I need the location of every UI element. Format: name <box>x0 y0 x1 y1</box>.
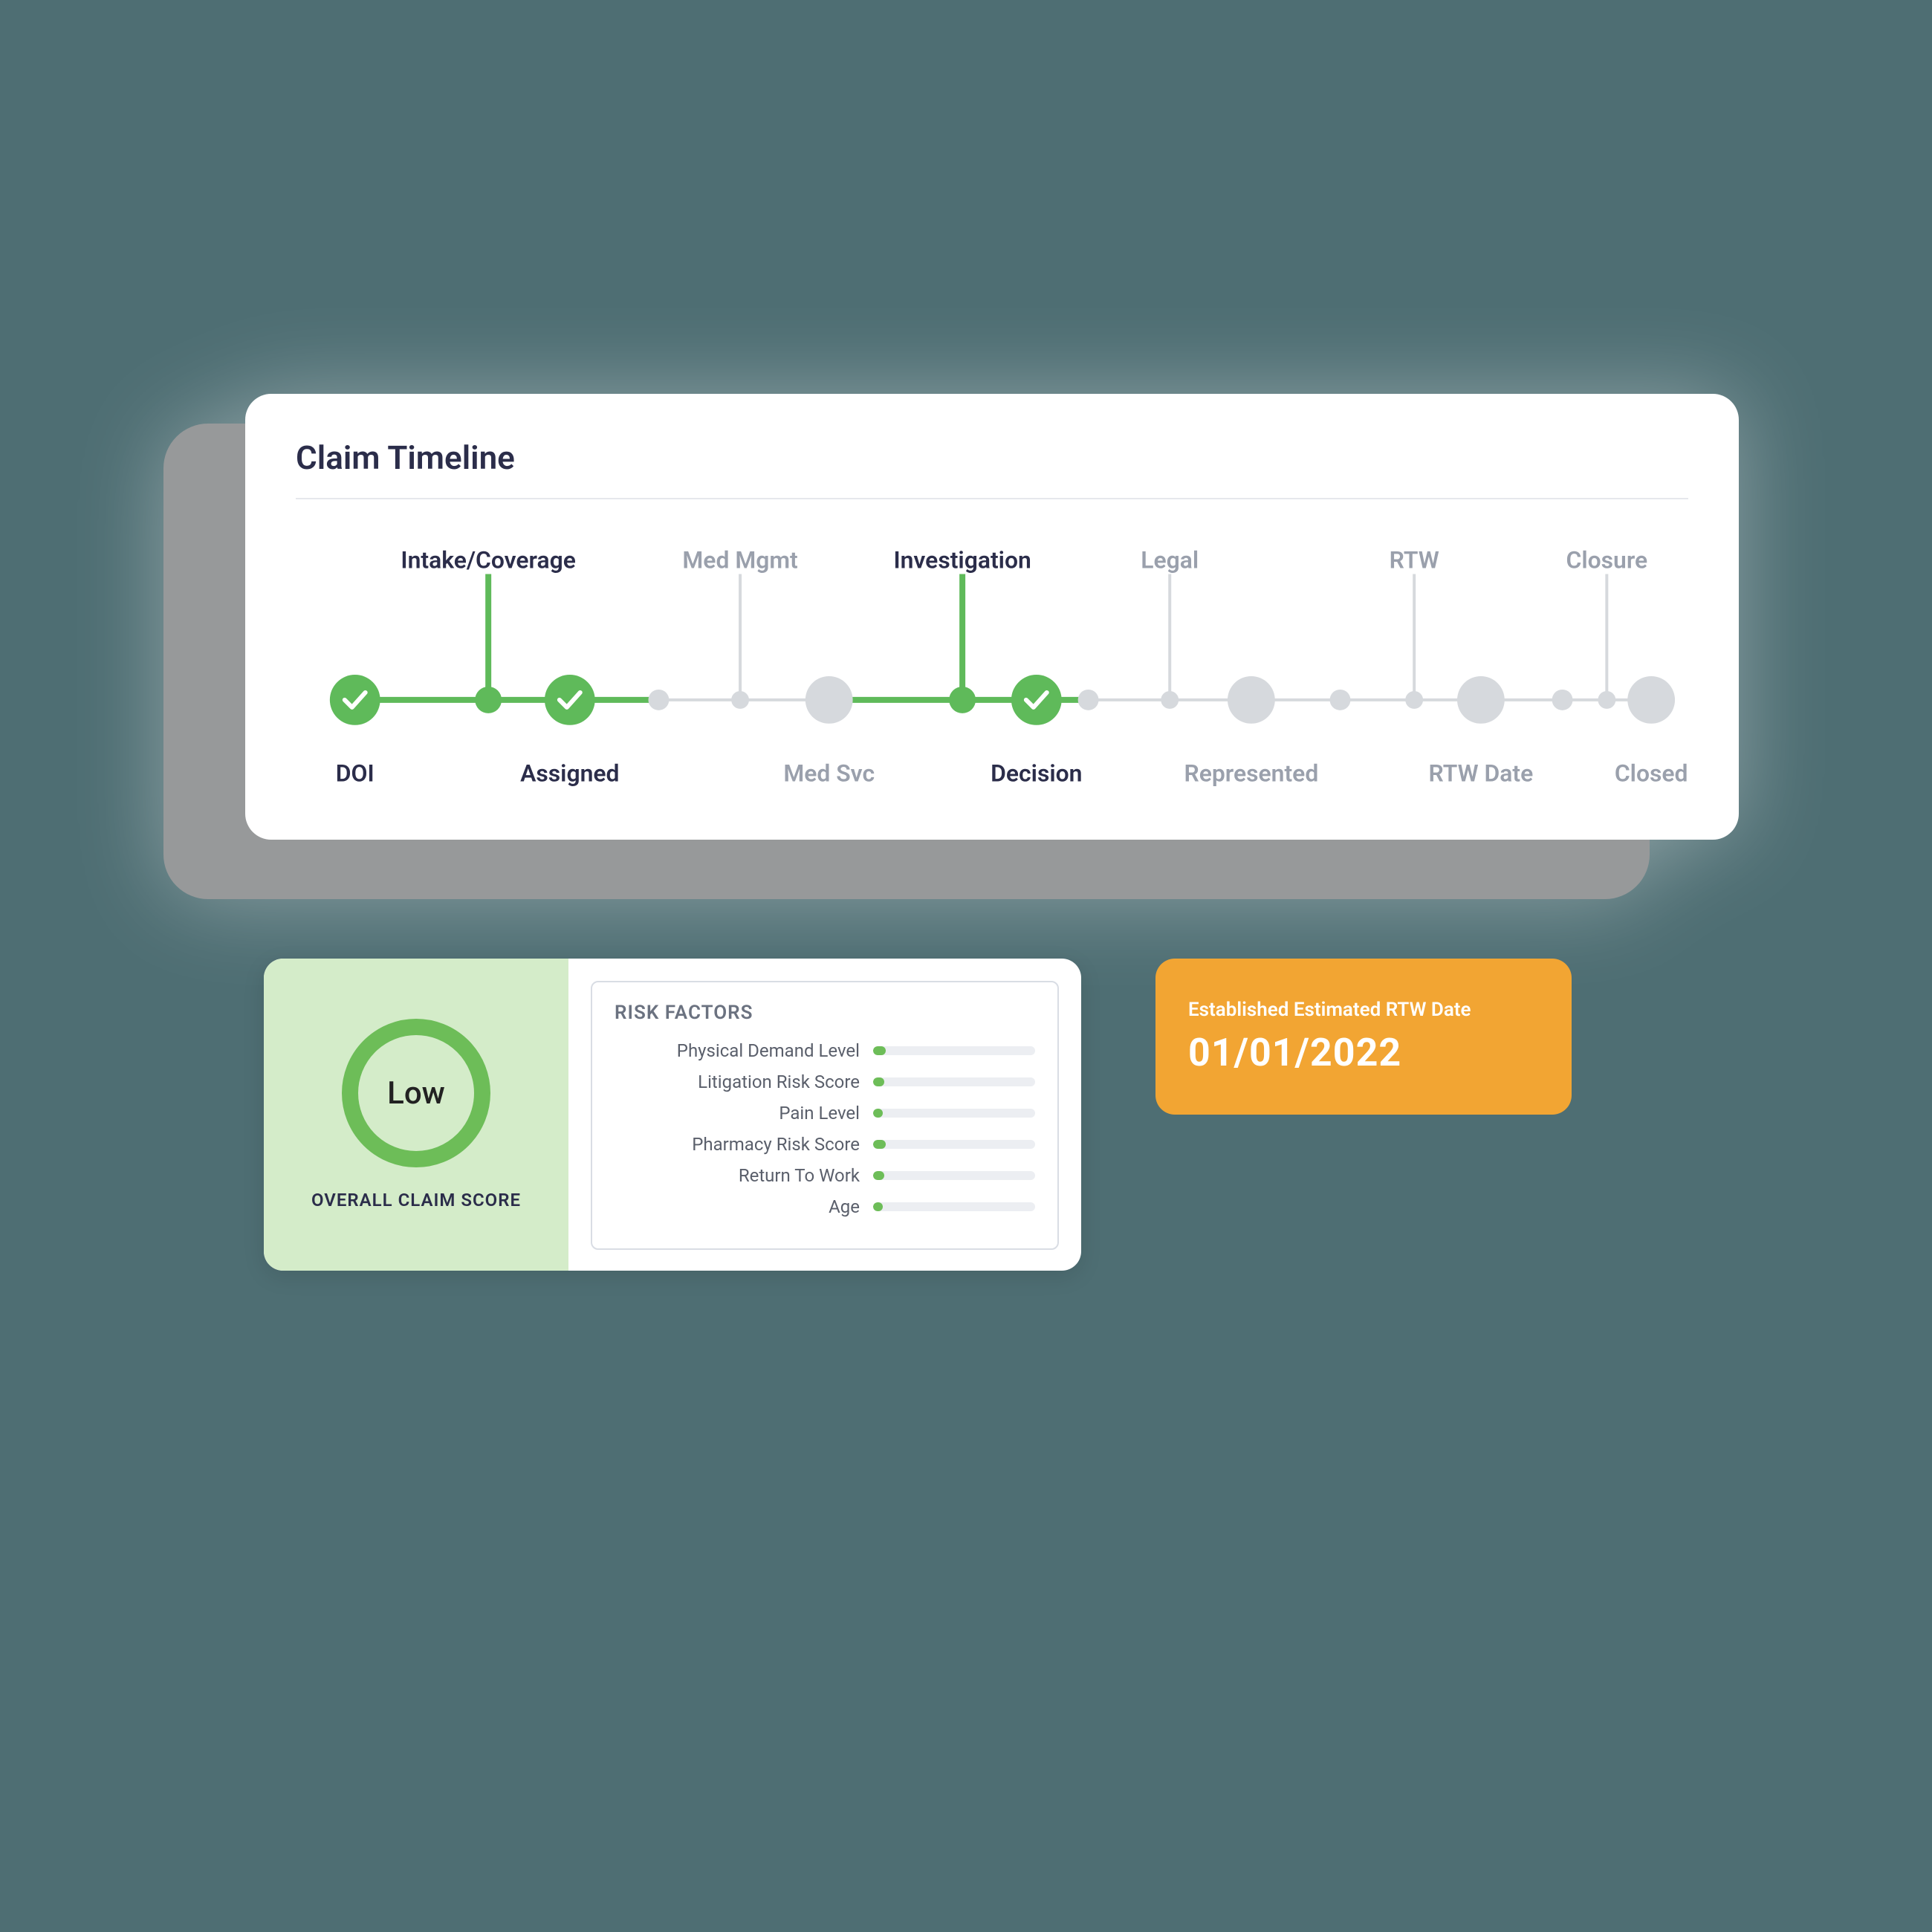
risk-bar <box>873 1109 1035 1118</box>
risk-row: Litigation Risk Score <box>615 1072 1035 1092</box>
rtw-date: 01/01/2022 <box>1188 1030 1539 1075</box>
risk-bar <box>873 1171 1035 1180</box>
timeline-diagram: DOI Intake/Coverage Assigned Med Mgmt Med Sv… <box>296 529 1688 826</box>
svg-text:Assigned: Assigned <box>520 759 619 788</box>
risk-bar-fill <box>873 1202 883 1211</box>
risk-factors-title: RISK FACTORS <box>615 1002 1035 1024</box>
risk-row: Age <box>615 1196 1035 1217</box>
risk-bar <box>873 1140 1035 1149</box>
timeline-card-wrap: Claim Timeline DOI Intake/Coverage Assigne… <box>201 394 1739 929</box>
svg-text:DOI: DOI <box>336 759 375 788</box>
timeline-body: DOI Intake/Coverage Assigned Med Mgmt Med Sv… <box>296 529 1688 826</box>
svg-text:RTW Date: RTW Date <box>1429 759 1534 788</box>
risk-bar-fill <box>873 1140 886 1149</box>
risk-label: Litigation Risk Score <box>615 1072 860 1092</box>
svg-text:Represented: Represented <box>1184 759 1318 788</box>
risk-bar-fill <box>873 1171 884 1180</box>
risk-bar <box>873 1202 1035 1211</box>
svg-text:Intake/Coverage: Intake/Coverage <box>401 545 576 574</box>
risk-row: Pain Level <box>615 1103 1035 1124</box>
score-value: Low <box>387 1075 445 1112</box>
risk-row: Return To Work <box>615 1165 1035 1186</box>
svg-text:RTW: RTW <box>1390 545 1439 574</box>
timeline-title: Claim Timeline <box>296 438 1688 499</box>
risk-row: Physical Demand Level <box>615 1040 1035 1061</box>
risk-label: Pain Level <box>615 1103 860 1124</box>
svg-text:Closure: Closure <box>1566 545 1648 574</box>
timeline-card: Claim Timeline DOI Intake/Coverage Assigne… <box>245 394 1739 840</box>
risk-bar-fill <box>873 1046 886 1055</box>
svg-text:Investigation: Investigation <box>893 545 1031 574</box>
risk-bar-fill <box>873 1077 884 1086</box>
risk-bar-fill <box>873 1109 883 1118</box>
rtw-card: Established Estimated RTW Date 01/01/202… <box>1155 959 1572 1115</box>
svg-text:Legal: Legal <box>1141 545 1199 574</box>
risk-label: Physical Demand Level <box>615 1040 860 1061</box>
risk-label: Return To Work <box>615 1165 860 1186</box>
svg-text:Med Svc: Med Svc <box>783 759 875 788</box>
score-caption: OVERALL CLAIM SCORE <box>311 1190 521 1210</box>
risk-bar <box>873 1077 1035 1086</box>
score-right-panel: RISK FACTORS Physical Demand Level Litiga… <box>568 959 1081 1271</box>
score-left-panel: Low OVERALL CLAIM SCORE <box>264 959 568 1271</box>
rtw-label: Established Estimated RTW Date <box>1188 999 1539 1021</box>
svg-text:Decision: Decision <box>991 759 1082 788</box>
score-ring: Low <box>342 1019 490 1167</box>
svg-text:Closed: Closed <box>1615 759 1688 788</box>
risk-row: Pharmacy Risk Score <box>615 1134 1035 1155</box>
risk-factors-list: Physical Demand Level Litigation Risk Sco… <box>615 1040 1035 1217</box>
score-card: Low OVERALL CLAIM SCORE RISK FACTORS Phy… <box>264 959 1081 1271</box>
risk-label: Age <box>615 1196 860 1217</box>
risk-factors-box: RISK FACTORS Physical Demand Level Litiga… <box>591 981 1059 1250</box>
svg-text:Med Mgmt: Med Mgmt <box>682 545 797 574</box>
risk-label: Pharmacy Risk Score <box>615 1134 860 1155</box>
risk-bar <box>873 1046 1035 1055</box>
